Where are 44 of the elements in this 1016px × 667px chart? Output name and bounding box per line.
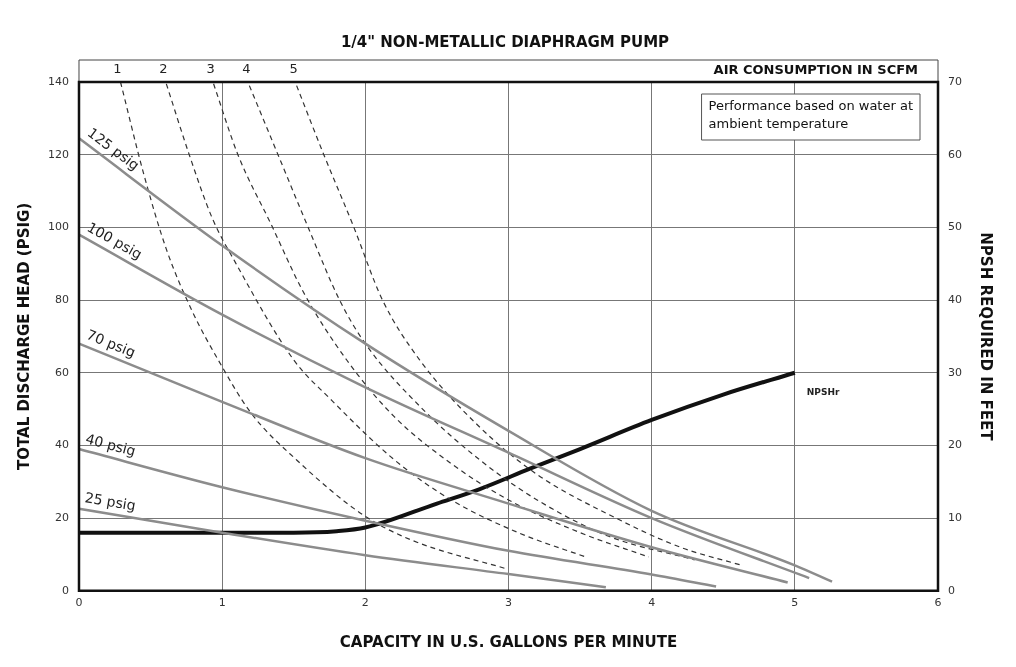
series-label: 3 [206,61,215,77]
y-tick-label: 100 [48,220,69,234]
annotation: Performance based on water at ambient temperature [708,97,914,131]
line-series [165,83,587,558]
text: 25 psig [83,489,137,514]
series-label: 5 [289,61,298,77]
y-axis-title: TOTAL DISCHARGE HEAD (PSIG) [14,202,33,471]
series-label: 2 [159,61,168,77]
x-tick-label: 3 [505,596,512,610]
line-series [248,85,696,561]
x-tick-label: 0 [75,596,83,610]
y2-tick-label: 70 [948,74,962,88]
text: AIR CONSUMPTION IN SCFM [713,62,918,78]
x-tick-label: 5 [791,596,799,610]
line-series [79,342,789,584]
text: 70 psig [84,326,138,361]
text: NPSHr [806,387,840,398]
y2-tick-label: 30 [948,365,962,379]
y-tick-label: 60 [55,365,69,379]
y-tick-label: 20 [55,510,69,524]
y2-tick-label: 20 [948,438,962,452]
x-tick-label: 6 [934,596,942,610]
y2-tick-label: 10 [948,510,962,524]
y2-axis-title: NPSH REQUIRED IN FEET [977,232,996,442]
x-tick-label: 4 [648,596,656,610]
y2-tick-label: 50 [948,220,962,234]
x-tick-label: 1 [218,596,226,610]
y-tick-label: 40 [55,438,69,452]
text: 100 psig [84,218,145,263]
y2-tick-label: 40 [948,292,962,306]
series-label: 4 [242,61,251,77]
chart-title: 1/4" NON-METALLIC DIAPHRAGM PUMP [340,32,670,51]
y2-tick-label: 60 [948,147,962,161]
y-tick-label: 120 [48,147,69,161]
y-tick-label: 140 [48,74,69,88]
line-series [212,83,650,558]
text: 40 psig [83,430,138,460]
series-label: 1 [113,61,122,77]
x-axis-title: CAPACITY IN U.S. GALLONS PER MINUTE [339,632,678,651]
x-tick-label: 2 [361,596,369,610]
y-tick-label: 0 [62,583,69,597]
y2-tick-label: 0 [948,583,955,597]
y-tick-label: 80 [55,292,69,306]
text: 125 psig [84,124,143,174]
